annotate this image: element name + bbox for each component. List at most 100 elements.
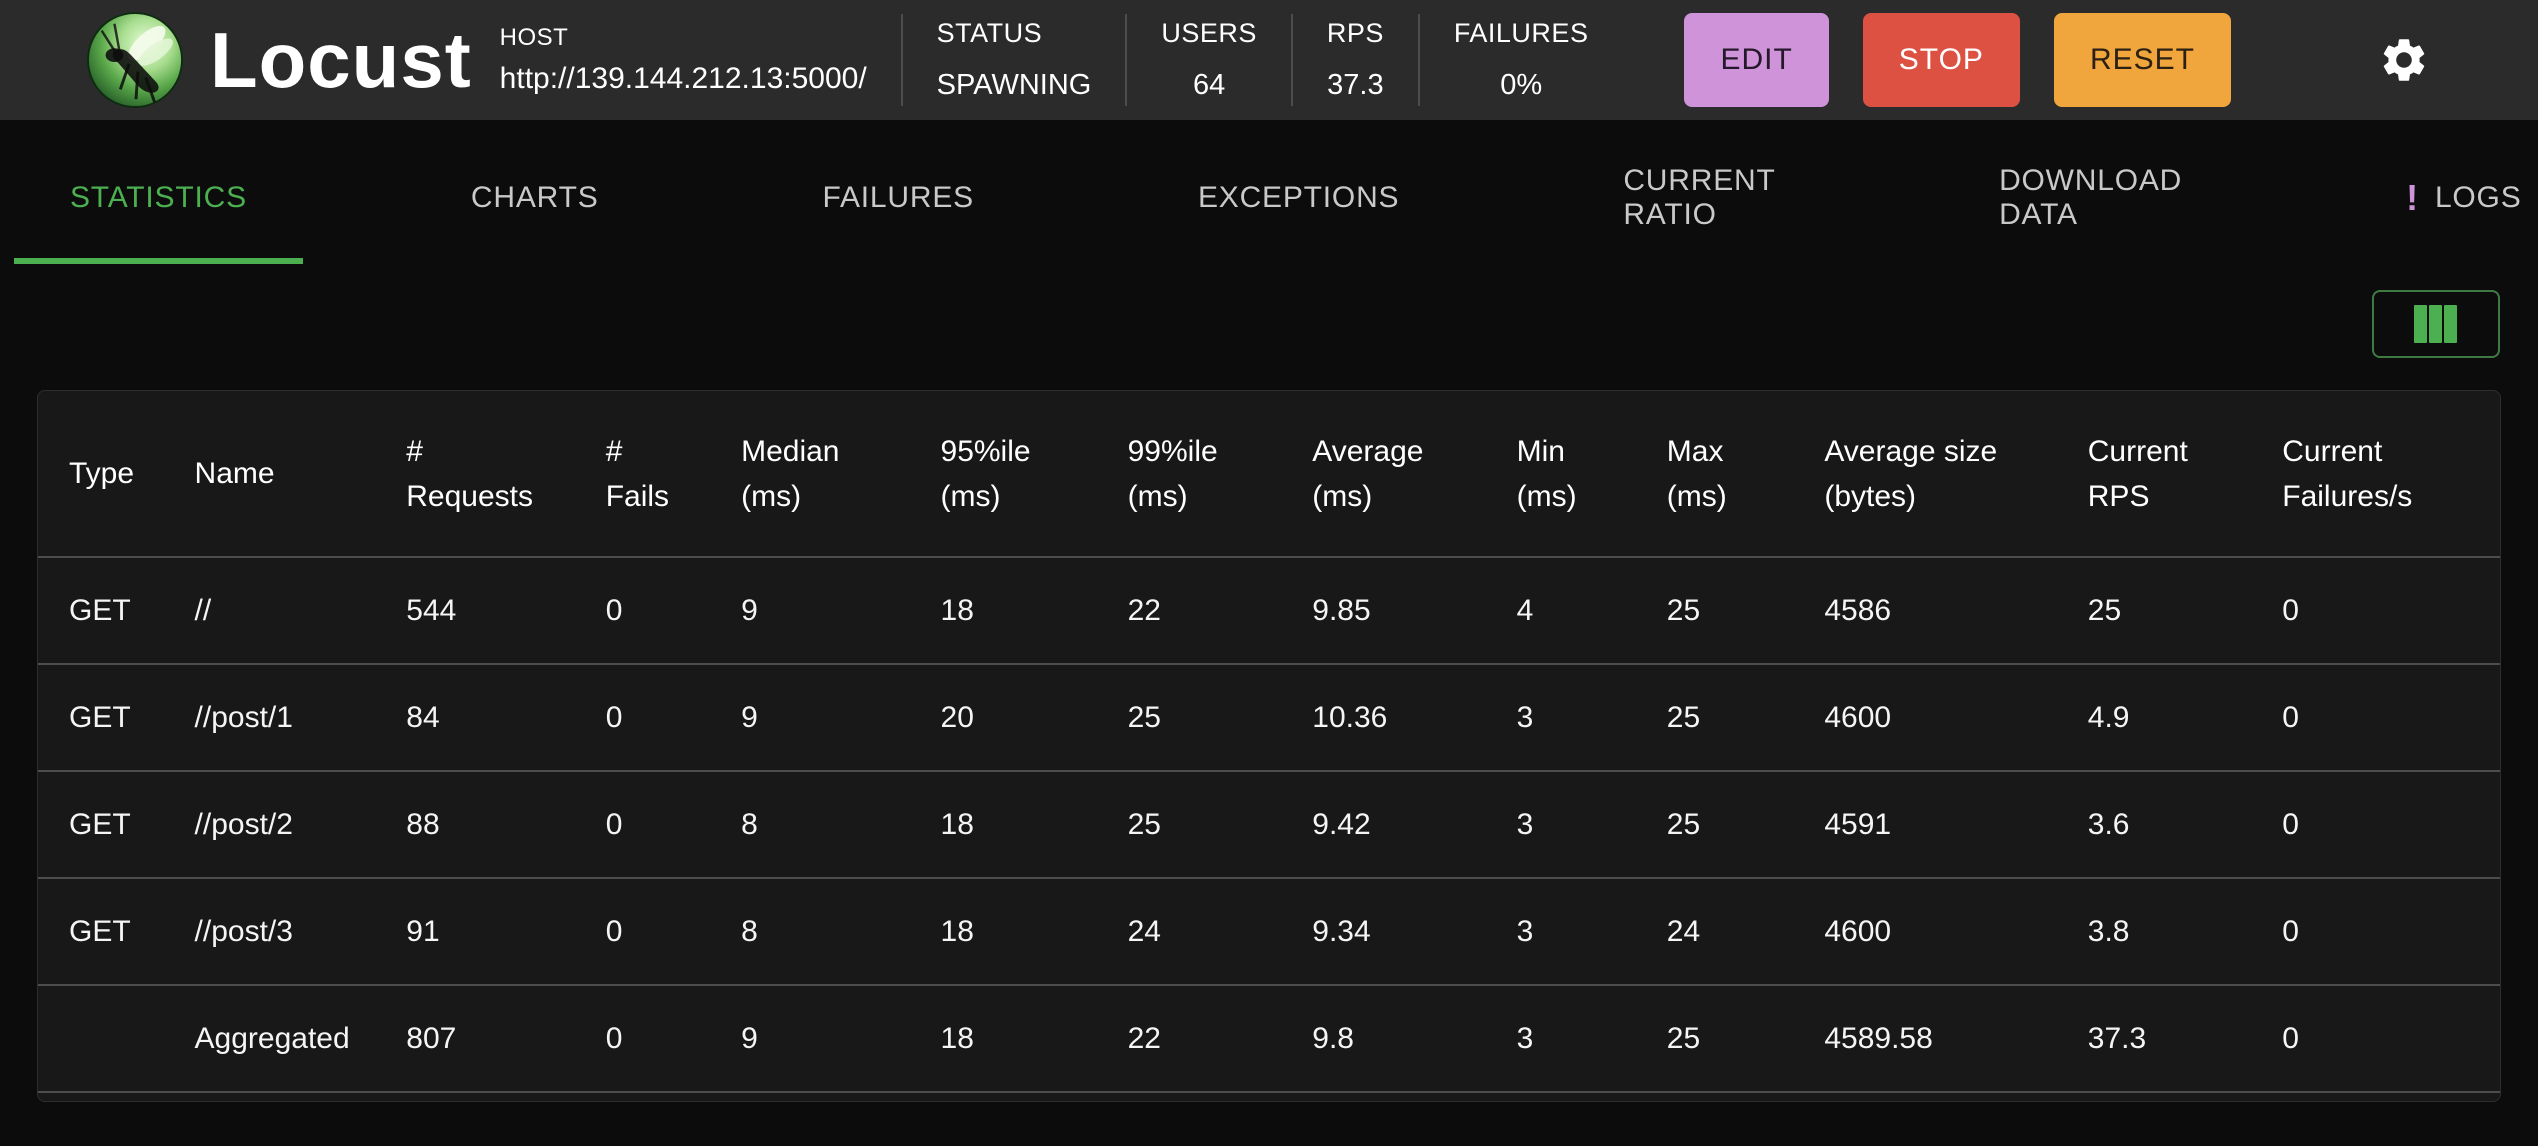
column-header--requests[interactable]: # Requests bbox=[406, 434, 534, 513]
cell-current-rps: 4.9 bbox=[2087, 700, 2130, 734]
header-divider bbox=[1125, 14, 1128, 106]
statistics-table: Type Name # Requests # Fails Median (ms) 95%i… bbox=[38, 391, 2500, 1093]
tab-statistics[interactable]: STATISTICS bbox=[14, 138, 303, 264]
cell-max-ms-: 24 bbox=[1666, 914, 1701, 948]
cell-name: //post/3 bbox=[194, 914, 293, 948]
cell-name: //post/2 bbox=[194, 807, 293, 841]
column-header-average-ms-[interactable]: Average (ms) bbox=[1312, 434, 1424, 513]
cell--requests: 544 bbox=[406, 593, 457, 627]
header-divider bbox=[1290, 14, 1293, 106]
settings-button[interactable] bbox=[2378, 34, 2430, 86]
tab-label: CHARTS bbox=[470, 181, 599, 214]
cell-type: GET bbox=[69, 700, 131, 734]
column-header-min-ms-[interactable]: Min (ms) bbox=[1516, 434, 1577, 513]
cell-median-ms-: 9 bbox=[741, 1021, 758, 1055]
cell-current-failures-s: 0 bbox=[2282, 700, 2299, 734]
cell-max-ms-: 25 bbox=[1666, 593, 1701, 627]
column-header-current-rps[interactable]: Current RPS bbox=[2087, 434, 2188, 513]
cell-average-ms-: 9.8 bbox=[1312, 1021, 1354, 1055]
tab-label: CURRENT RATIO bbox=[1623, 164, 1776, 231]
cell-median-ms-: 9 bbox=[741, 700, 758, 734]
cell-average-ms-: 9.34 bbox=[1312, 914, 1371, 948]
rps-indicator: RPS 37.3 bbox=[1327, 18, 1384, 102]
cell-95-ile-ms-: 18 bbox=[940, 593, 974, 627]
cell--requests: 84 bbox=[406, 700, 440, 734]
header-buttons: EDIT STOP RESET bbox=[1684, 13, 2231, 107]
cell-current-failures-s: 0 bbox=[2282, 807, 2299, 841]
table-row: GET //post/2 88 0 8 18 25 9.42 3 25 4591 3.6 0 bbox=[38, 771, 2500, 878]
cell-average-size-bytes-: 4589.58 bbox=[1824, 1021, 1933, 1055]
cell-type: GET bbox=[69, 807, 131, 841]
cell-current-failures-s: 0 bbox=[2282, 593, 2299, 627]
table-row: GET //post/3 91 0 8 18 24 9.34 3 24 4600 3.8 0 bbox=[38, 878, 2500, 985]
cell-average-ms-: 9.42 bbox=[1312, 807, 1371, 841]
users-indicator: USERS 64 bbox=[1161, 18, 1257, 102]
cell--fails: 0 bbox=[605, 700, 623, 734]
cell-average-size-bytes-: 4591 bbox=[1824, 807, 1892, 841]
tab-label: EXCEPTIONS bbox=[1197, 181, 1400, 214]
failures-label: FAILURES bbox=[1453, 18, 1589, 48]
cell-min-ms-: 4 bbox=[1516, 593, 1534, 627]
cell-average-ms-: 9.85 bbox=[1312, 593, 1371, 627]
tab-download-data[interactable]: DOWNLOAD DATA bbox=[1943, 138, 2238, 264]
tab-failures[interactable]: FAILURES bbox=[767, 138, 1030, 264]
cell-type: GET bbox=[69, 593, 131, 627]
host-url: http://139.144.212.13:5000/ bbox=[499, 62, 867, 95]
cell-current-rps: 25 bbox=[2087, 593, 2122, 627]
status-indicator: STATUS SPAWNING bbox=[937, 18, 1092, 102]
status-value: SPAWNING bbox=[936, 69, 1092, 101]
cell--requests: 91 bbox=[406, 914, 440, 948]
tab-logs[interactable]: ! LOGS bbox=[2350, 138, 2538, 264]
cell--fails: 0 bbox=[605, 1021, 623, 1055]
table-row: GET //post/1 84 0 9 20 25 10.36 3 25 4600 4.9 0 bbox=[38, 664, 2500, 771]
cell--fails: 0 bbox=[605, 593, 623, 627]
tab-label: FAILURES bbox=[822, 181, 974, 214]
table-header-row: Type Name # Requests # Fails Median (ms) 95%i… bbox=[38, 391, 2500, 557]
column-header-name[interactable]: Name bbox=[194, 457, 275, 490]
cell-99-ile-ms-: 25 bbox=[1127, 807, 1161, 841]
tab-label: DOWNLOAD DATA bbox=[1999, 164, 2183, 231]
column-header--fails[interactable]: # Fails bbox=[605, 434, 670, 513]
locust-logo[interactable] bbox=[86, 11, 184, 109]
reset-button[interactable]: RESET bbox=[2053, 13, 2231, 107]
host-label: HOST bbox=[499, 24, 569, 51]
cell-99-ile-ms-: 24 bbox=[1127, 914, 1161, 948]
cell--requests: 807 bbox=[406, 1021, 457, 1055]
cell-max-ms-: 25 bbox=[1666, 700, 1701, 734]
app-header: Locust HOST http://139.144.212.13:5000/ … bbox=[0, 0, 2538, 120]
header-divider bbox=[1417, 14, 1420, 106]
table-body: GET//544 0 9 18 22 9.85 4 25 4586 25 0 GET//post/1 8… bbox=[38, 557, 2500, 1092]
stop-button[interactable]: STOP bbox=[1862, 13, 2020, 107]
cell-99-ile-ms-: 22 bbox=[1127, 593, 1161, 627]
cell-95-ile-ms-: 20 bbox=[940, 700, 974, 734]
tab-charts[interactable]: CHARTS bbox=[415, 138, 655, 264]
column-header-median-ms-[interactable]: Median (ms) bbox=[741, 434, 840, 513]
column-header-95-ile-ms-[interactable]: 95%ile (ms) bbox=[940, 434, 1031, 513]
cell-current-failures-s: 0 bbox=[2282, 1021, 2299, 1055]
column-selector-button[interactable] bbox=[2372, 290, 2500, 358]
edit-button[interactable]: EDIT bbox=[1684, 13, 1829, 107]
cell-max-ms-: 25 bbox=[1666, 1021, 1701, 1055]
host-block: HOST http://139.144.212.13:5000/ bbox=[500, 24, 867, 96]
column-header-99-ile-ms-[interactable]: 99%ile (ms) bbox=[1127, 434, 1218, 513]
tab-exceptions[interactable]: EXCEPTIONS bbox=[1142, 138, 1455, 264]
cell-median-ms-: 9 bbox=[741, 593, 758, 627]
column-header-type[interactable]: Type bbox=[69, 457, 135, 490]
cell--fails: 0 bbox=[605, 807, 623, 841]
failures-value: 0% bbox=[1500, 69, 1543, 101]
cell-median-ms-: 8 bbox=[741, 914, 758, 948]
column-header-average-size-bytes-[interactable]: Average size (bytes) bbox=[1824, 434, 1998, 513]
cell-max-ms-: 25 bbox=[1666, 807, 1701, 841]
cell-min-ms-: 3 bbox=[1516, 1021, 1534, 1055]
cell-average-ms-: 10.36 bbox=[1312, 700, 1388, 734]
failures-indicator: FAILURES 0% bbox=[1454, 18, 1589, 102]
cell-min-ms-: 3 bbox=[1516, 700, 1534, 734]
cell-median-ms-: 8 bbox=[741, 807, 758, 841]
cell-current-failures-s: 0 bbox=[2282, 914, 2299, 948]
cell-min-ms-: 3 bbox=[1516, 807, 1534, 841]
column-header-max-ms-[interactable]: Max (ms) bbox=[1666, 434, 1727, 513]
cell-current-rps: 37.3 bbox=[2087, 1021, 2147, 1055]
column-header-current-failures-s[interactable]: Current Failures/s bbox=[2282, 434, 2413, 513]
cell-type bbox=[38, 985, 164, 1092]
tab-current-ratio[interactable]: CURRENT RATIO bbox=[1567, 138, 1831, 264]
